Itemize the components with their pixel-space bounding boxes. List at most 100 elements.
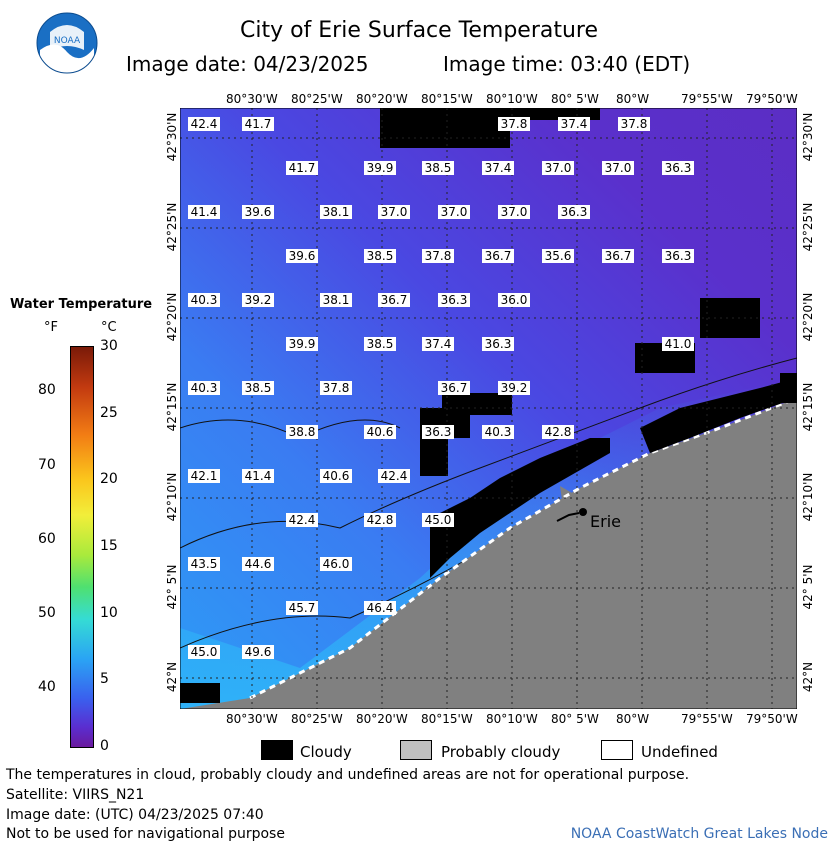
- svg-text:40.6: 40.6: [367, 425, 394, 439]
- temperature-label: 41.0: [662, 337, 694, 351]
- temperature-label: 36.0: [498, 293, 530, 307]
- svg-text:38.5: 38.5: [367, 337, 394, 351]
- temperature-label: 42.4: [188, 117, 220, 131]
- svg-text:38.5: 38.5: [245, 381, 272, 395]
- temperature-label: 37.8: [618, 117, 650, 131]
- temperature-label: 37.4: [482, 161, 514, 175]
- temperature-label: 46.0: [320, 557, 352, 571]
- svg-text:41.7: 41.7: [245, 117, 272, 131]
- noaa-logo: NOAA: [36, 12, 98, 74]
- image-time: Image time: 03:40 (EDT): [443, 52, 691, 76]
- temperature-label: 36.7: [482, 249, 514, 263]
- colorbar-tick-c: 5: [100, 671, 109, 688]
- temperature-label: 37.0: [498, 205, 530, 219]
- temperature-label: 42.4: [378, 469, 410, 483]
- temperature-label: 38.8: [286, 425, 318, 439]
- temperature-label: 43.5: [188, 557, 220, 571]
- temperature-label: 39.2: [242, 293, 274, 307]
- svg-text:49.6: 49.6: [245, 645, 272, 659]
- lon-label-bottom: 79°55'W: [681, 712, 733, 726]
- temperature-label: 36.3: [558, 205, 590, 219]
- svg-text:37.0: 37.0: [605, 161, 632, 175]
- svg-text:37.8: 37.8: [621, 117, 648, 131]
- temperature-label: 37.4: [422, 337, 454, 351]
- temperature-label: 38.5: [422, 161, 454, 175]
- svg-text:36.3: 36.3: [425, 425, 452, 439]
- svg-text:37.4: 37.4: [485, 161, 512, 175]
- temperature-label: 41.7: [242, 117, 274, 131]
- lon-label-bottom: 80°20'W: [356, 712, 408, 726]
- svg-text:36.7: 36.7: [485, 249, 512, 263]
- svg-text:36.7: 36.7: [605, 249, 632, 263]
- temperature-label: 40.6: [320, 469, 352, 483]
- svg-text:44.6: 44.6: [245, 557, 272, 571]
- colorbar-tick-f: 50: [38, 604, 56, 621]
- key-cloudy-label: Cloudy: [300, 743, 352, 761]
- temperature-label: 39.2: [498, 381, 530, 395]
- svg-text:42.8: 42.8: [545, 425, 572, 439]
- svg-text:37.0: 37.0: [381, 205, 408, 219]
- temperature-label: 46.4: [364, 601, 396, 615]
- temperature-label: 37.8: [498, 117, 530, 131]
- svg-text:36.3: 36.3: [485, 337, 512, 351]
- svg-text:42.8: 42.8: [367, 513, 394, 527]
- temperature-map: 42.4 41.7 37.8 37.4 37.8 41.7 39.9 38.5 37.4 37.0…: [180, 108, 797, 709]
- footer-disclaimer: The temperatures in cloud, probably clou…: [6, 767, 690, 783]
- temperature-labels: 42.4 41.7 37.8 37.4 37.8 41.7 39.9 38.5 37.4 37.0…: [188, 117, 694, 659]
- temperature-label: 42.8: [364, 513, 396, 527]
- key-probably-cloudy-swatch: [400, 740, 432, 760]
- lon-label-top: 80°25'W: [291, 92, 343, 106]
- svg-text:40.3: 40.3: [191, 381, 218, 395]
- svg-text:41.4: 41.4: [191, 205, 218, 219]
- lat-label-left: 42°30'N: [165, 112, 179, 162]
- lon-label-bottom: 80°W: [616, 712, 650, 726]
- svg-text:39.6: 39.6: [245, 205, 272, 219]
- svg-text:37.8: 37.8: [501, 117, 528, 131]
- temperature-label: 44.6: [242, 557, 274, 571]
- chart-title: City of Erie Surface Temperature: [239, 18, 599, 43]
- svg-text:39.2: 39.2: [501, 381, 528, 395]
- lat-label-left: 42°20'N: [165, 292, 179, 342]
- temperature-label: 35.6: [542, 249, 574, 263]
- temperature-label: 45.0: [188, 645, 220, 659]
- temperature-label: 36.3: [662, 249, 694, 263]
- temperature-label: 37.8: [422, 249, 454, 263]
- lat-label-right: 42° 5'N: [801, 564, 815, 610]
- svg-text:46.4: 46.4: [367, 601, 394, 615]
- colorbar-tick-c: 0: [100, 738, 109, 754]
- lat-label-right: 42°20'N: [801, 292, 815, 342]
- lon-label-bottom: 80°25'W: [291, 712, 343, 726]
- svg-text:36.7: 36.7: [381, 293, 408, 307]
- svg-text:42.4: 42.4: [381, 469, 408, 483]
- svg-text:36.0: 36.0: [501, 293, 528, 307]
- legend-unit-f: °F: [44, 320, 58, 335]
- city-label-erie: Erie: [590, 512, 621, 531]
- lon-label-top: 80°20'W: [356, 92, 408, 106]
- temperature-label: 40.3: [482, 425, 514, 439]
- footer-utc-date: Image date: (UTC) 04/23/2025 07:40: [6, 807, 264, 823]
- svg-text:42.1: 42.1: [191, 469, 218, 483]
- temperature-label: 49.6: [242, 645, 274, 659]
- svg-text:38.5: 38.5: [425, 161, 452, 175]
- temperature-label: 42.8: [542, 425, 574, 439]
- temperature-label: 36.3: [482, 337, 514, 351]
- footer-satellite: Satellite: VIIRS_N21: [6, 787, 145, 803]
- svg-text:40.3: 40.3: [191, 293, 218, 307]
- colorbar-tick-c: 25: [100, 404, 118, 421]
- lat-label-right: 42°N: [801, 661, 815, 693]
- temperature-label: 40.3: [188, 293, 220, 307]
- temperature-label: 36.3: [438, 293, 470, 307]
- lon-label-top: 80° 5'W: [551, 92, 599, 106]
- lat-label-right: 42°30'N: [801, 112, 815, 162]
- logo-text: NOAA: [54, 36, 81, 46]
- lon-label-top: 80°10'W: [486, 92, 538, 106]
- lat-label-right: 42°15'N: [801, 382, 815, 432]
- key-undefined-swatch: [601, 740, 633, 760]
- lon-label-top: 79°55'W: [681, 92, 733, 106]
- lon-label-bottom: 79°50'W: [746, 712, 798, 726]
- svg-text:40.6: 40.6: [323, 469, 350, 483]
- lon-label-top: 80°15'W: [421, 92, 473, 106]
- temperature-label: 39.9: [286, 337, 318, 351]
- svg-text:46.0: 46.0: [323, 557, 350, 571]
- temperature-label: 41.4: [188, 205, 220, 219]
